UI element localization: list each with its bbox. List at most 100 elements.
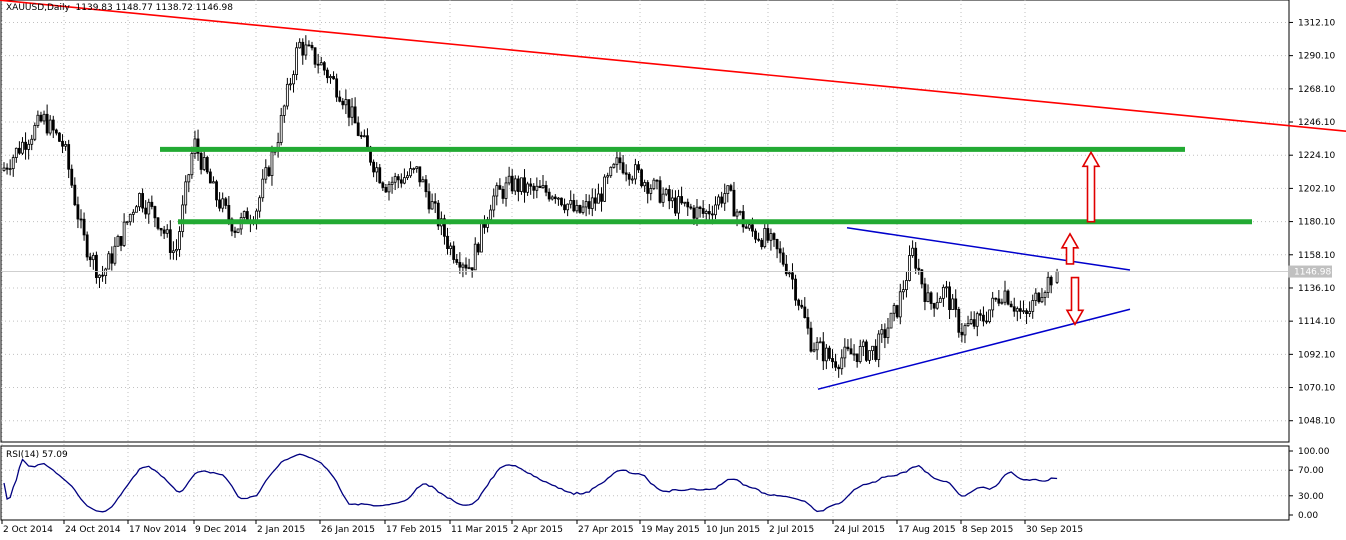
candle-body: [116, 236, 120, 247]
candle-body: [914, 247, 918, 269]
candle-body: [14, 147, 18, 158]
candle-body: [433, 201, 437, 204]
candle-body: [501, 188, 505, 199]
candle-body: [455, 259, 459, 263]
candle-body: [42, 113, 46, 122]
candle-body: [849, 348, 853, 355]
candle-body: [621, 162, 625, 174]
candle-body: [1012, 306, 1016, 312]
y-tick-label: 1136.10: [1298, 284, 1335, 294]
candle-body: [677, 196, 680, 214]
candle-body: [356, 122, 360, 136]
candle-body: [58, 132, 61, 142]
candle-body: [538, 185, 542, 189]
candle-body: [418, 166, 422, 183]
rsi-line: [3, 453, 1058, 513]
candle-body: [507, 175, 511, 184]
triangle-upper-line: [846, 227, 1131, 271]
candle-body: [852, 353, 856, 356]
rsi-pane: [0, 445, 1290, 521]
candle-body: [544, 185, 548, 193]
candle-body: [1034, 292, 1038, 301]
candle-body: [1055, 271, 1059, 283]
candle-body: [603, 176, 606, 202]
candle-body: [581, 206, 585, 213]
y-tick-label: 1290.10: [1298, 52, 1335, 62]
candle-body: [141, 193, 145, 209]
candle-body: [236, 228, 240, 233]
candle-body: [840, 357, 844, 370]
candle-body: [985, 320, 988, 323]
y-tick-label: 1180.10: [1298, 218, 1335, 228]
candle-body: [1040, 296, 1044, 303]
candle-body: [637, 164, 640, 171]
candle-body: [122, 221, 126, 246]
candle-body: [674, 197, 677, 214]
candle-body: [590, 197, 594, 209]
candle-body: [978, 313, 982, 316]
candle-body: [393, 176, 397, 183]
candle-body: [664, 189, 668, 195]
candle-body: [535, 185, 539, 191]
candle-body: [855, 353, 859, 362]
candle-body: [908, 255, 911, 281]
candle-body: [479, 220, 483, 253]
current-price-label: 1146.98: [1294, 268, 1331, 278]
candle-body: [658, 180, 662, 203]
candle-body: [652, 179, 656, 189]
candle-body: [966, 323, 970, 327]
candle-body: [889, 312, 893, 329]
candle-body: [572, 200, 576, 212]
candle-body: [643, 182, 647, 187]
candle-body: [905, 280, 908, 291]
candle-body: [319, 62, 323, 66]
candle-body: [945, 286, 948, 289]
candle-body: [144, 207, 148, 215]
candle-body: [387, 183, 391, 193]
candle-body: [935, 301, 939, 309]
candle-body: [329, 76, 332, 79]
candle-body: [926, 292, 930, 302]
x-tick-label: 19 May 2015: [641, 525, 700, 535]
candle-body: [384, 187, 388, 193]
candle-body: [338, 96, 342, 102]
candle-body: [593, 197, 597, 204]
candle-body: [304, 44, 308, 56]
candle-body: [723, 193, 727, 204]
candle-body: [975, 313, 979, 327]
candle-body: [147, 201, 151, 215]
candle-body: [997, 298, 1001, 304]
candle-body: [831, 358, 834, 363]
candle-body: [61, 140, 64, 147]
candle-body: [1022, 310, 1025, 313]
candle-body: [744, 226, 748, 229]
candle-body: [880, 329, 884, 335]
arrow-down-icon: [1065, 276, 1085, 326]
candle-body: [597, 193, 600, 204]
candle-body: [279, 115, 283, 143]
candle-body: [560, 197, 563, 206]
candle-body: [48, 119, 52, 134]
price-pane: [0, 0, 1290, 443]
candle-body: [766, 228, 770, 241]
candle-body: [362, 135, 366, 138]
candle-body: [54, 129, 58, 134]
candle-body: [630, 178, 634, 181]
candle-body: [64, 144, 67, 147]
candle-body: [683, 201, 687, 204]
x-tick-label: 10 Jun 2015: [706, 525, 760, 535]
candle-body: [523, 177, 526, 193]
candle-body: [655, 179, 659, 182]
candle-body: [587, 201, 591, 209]
symbol-label: XAUUSD,Daily 1139.83 1148.77 1138.72 114…: [6, 3, 233, 13]
candle-body: [513, 178, 517, 192]
candle-body: [769, 233, 773, 241]
candle-body: [199, 152, 203, 170]
candle-body: [578, 205, 582, 213]
candle-body: [187, 174, 191, 183]
candle-body: [402, 177, 406, 184]
candle-body: [877, 333, 881, 360]
candle-body: [452, 245, 456, 260]
